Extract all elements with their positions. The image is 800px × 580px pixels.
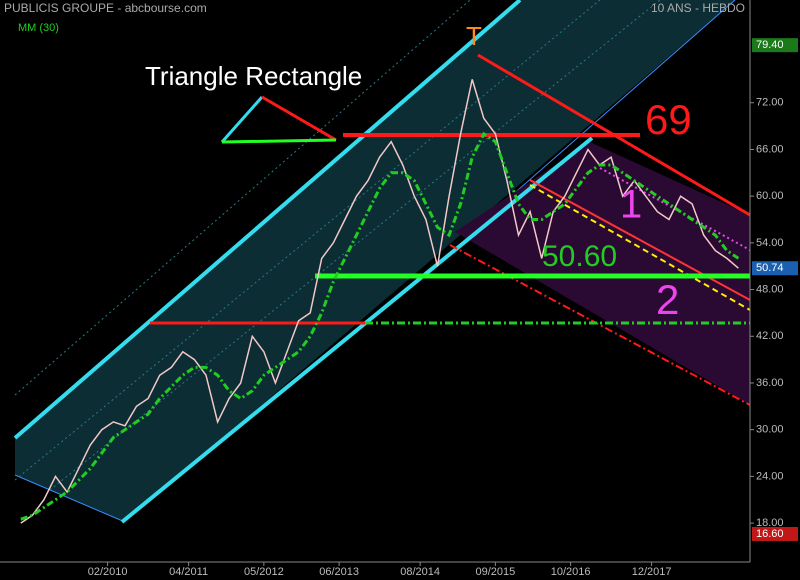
price-label: 16.60: [756, 528, 784, 540]
price-label: 50.74: [756, 262, 784, 274]
channel-mid: [49, 0, 661, 491]
red-line: [529, 179, 751, 301]
x-tick-label: 10/2016: [551, 566, 591, 578]
y-tick-label: 42.00: [756, 330, 784, 342]
channel-lower: [120, 136, 594, 524]
uptrend-channel: [15, 0, 735, 522]
x-tick-label: 08/2014: [400, 566, 440, 578]
x-tick-label: 05/2012: [244, 566, 284, 578]
price-label-box: [752, 526, 798, 541]
annotation: 1: [620, 183, 642, 227]
channel-line: [14, 474, 126, 523]
price-label-box: [752, 38, 798, 53]
annotation: 50.60: [542, 240, 617, 273]
y-tick-label: 66.00: [756, 143, 784, 155]
x-tick-label: 09/2015: [475, 566, 515, 578]
x-tick-label: 02/2010: [88, 566, 128, 578]
support-down: [449, 244, 751, 406]
x-tick-label: 04/2011: [169, 566, 208, 578]
triangle-side: [221, 138, 337, 144]
x-tick-label: 06/2013: [319, 566, 359, 578]
price-line: [20, 79, 739, 524]
price-label-box: [752, 261, 798, 276]
x-tick-label: 12/2017: [632, 566, 672, 578]
triangle-side: [261, 95, 337, 142]
triangle-side: [220, 96, 264, 143]
legend-label: MM (30): [18, 22, 59, 34]
y-tick-label: 30.00: [756, 424, 784, 436]
annotation: T: [466, 21, 482, 51]
price-label: 79.40: [756, 39, 784, 51]
y-tick-label: 36.00: [756, 377, 784, 389]
annotation: Triangle Rectangle: [145, 61, 362, 91]
chart-title: PUBLICIS GROUPE - abcbourse.com: [4, 1, 207, 15]
yellow-line: [529, 184, 751, 311]
chart-subtitle: 10 ANS - HEBDO: [651, 1, 745, 15]
channel-upper: [13, 0, 522, 440]
y-tick-label: 54.00: [756, 237, 784, 249]
y-tick-label: 18.00: [756, 517, 784, 529]
channel-mid: [14, 0, 471, 396]
channel-mid: [14, 0, 601, 481]
y-tick-label: 24.00: [756, 470, 784, 482]
y-tick-label: 72.00: [756, 97, 784, 109]
annotation: 2: [656, 276, 679, 323]
y-tick-label: 60.00: [756, 190, 784, 202]
moving-average: [20, 131, 740, 521]
y-tick-label: 48.00: [756, 283, 784, 295]
annotation: 69: [645, 96, 692, 143]
